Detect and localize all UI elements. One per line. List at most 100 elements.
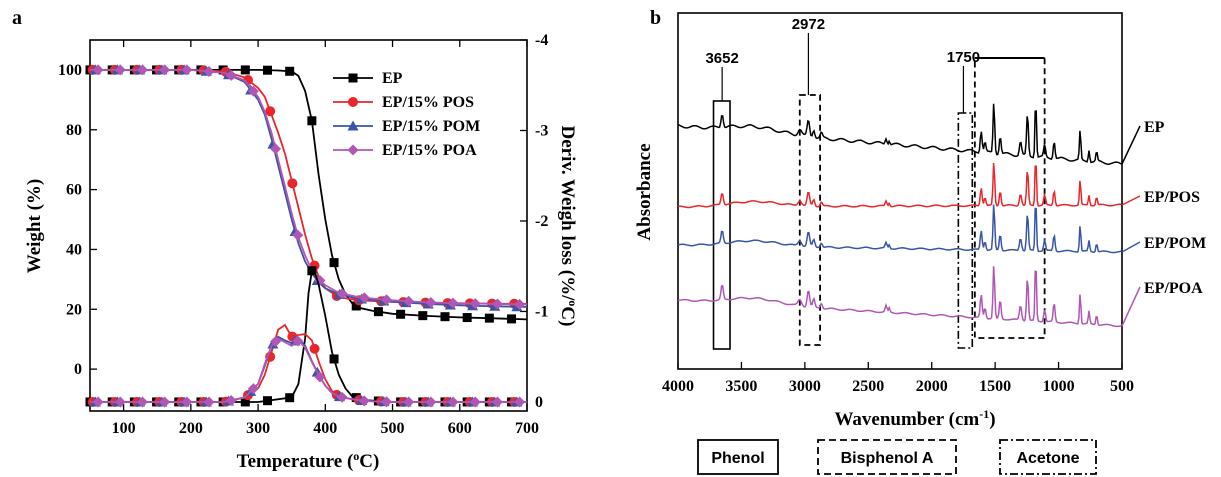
y-tick-label: 0 <box>74 361 82 378</box>
spectrum-label: EP/POA <box>1144 280 1203 297</box>
x-tick-label: 1500 <box>979 378 1011 395</box>
marker-square <box>373 307 383 317</box>
marker-diamond <box>469 396 481 408</box>
spectrum-label: EP <box>1144 119 1165 136</box>
marker-diamond <box>380 294 392 306</box>
marker-square <box>329 354 339 364</box>
marker-square <box>348 73 358 83</box>
x-tick-label: 500 <box>381 420 405 437</box>
spectrum-leader <box>1121 286 1141 327</box>
y-tick-label: 40 <box>66 241 82 258</box>
marker-diamond <box>114 396 126 408</box>
x-tick-label: 500 <box>1110 378 1134 395</box>
marker-square <box>240 65 250 75</box>
marker-diamond <box>247 383 259 395</box>
y-tick-label: 60 <box>66 182 82 199</box>
dtg-line-ep15pom <box>90 335 527 403</box>
panel-b-label: b <box>650 7 661 29</box>
marker-square <box>307 116 317 126</box>
y2-tick-label: 0 <box>535 394 543 411</box>
y-tick-label: 80 <box>66 122 82 139</box>
peak-label: 3652 <box>705 50 738 67</box>
marker-square <box>262 65 272 75</box>
dtg-line-ep15pos <box>90 323 527 403</box>
marker-circle <box>265 106 276 117</box>
marker-square <box>440 312 450 322</box>
marker-diamond <box>159 64 171 76</box>
legend-box-label: Acetone <box>1016 450 1079 467</box>
spectrum-eppom <box>677 204 1122 254</box>
peak-label: 1750 <box>947 49 980 66</box>
marker-square <box>285 66 295 76</box>
spectrum-leader <box>1121 241 1141 253</box>
marker-diamond <box>292 229 304 241</box>
marker-diamond <box>203 66 215 78</box>
phenol-box <box>712 100 731 350</box>
marker-diamond <box>159 396 171 408</box>
marker-diamond <box>514 396 526 408</box>
marker-diamond <box>114 64 126 76</box>
marker-circle <box>348 97 358 107</box>
marker-circle <box>287 178 298 189</box>
marker-square <box>484 313 494 323</box>
spectrum-eppoa <box>677 266 1122 328</box>
marker-diamond <box>347 144 359 156</box>
marker-square <box>240 397 250 407</box>
marker-triangle <box>347 120 359 131</box>
marker-circle <box>309 343 320 354</box>
spectrum-label: EP/POS <box>1144 189 1200 206</box>
marker-square <box>329 258 339 268</box>
marker-square <box>418 311 428 321</box>
spectrum-ep <box>677 103 1122 165</box>
y2-tick-label: -3 <box>535 122 548 139</box>
spectrum-leader <box>1121 125 1141 165</box>
marker-diamond <box>447 297 459 309</box>
x-tick-label: 200 <box>179 420 203 437</box>
legend-box <box>697 439 779 475</box>
legend-box-label: Bisphenol A <box>841 450 934 467</box>
legend-box-label: Phenol <box>711 450 764 467</box>
dtg-line-ep15poa <box>90 337 527 403</box>
marker-diamond <box>314 371 326 383</box>
legend-box <box>817 439 957 475</box>
y-tick-label: 100 <box>58 62 82 79</box>
marker-square <box>285 393 295 403</box>
marker-diamond <box>491 298 503 310</box>
marker-diamond <box>514 298 526 310</box>
marker-diamond <box>136 64 148 76</box>
marker-diamond <box>491 396 503 408</box>
panel-a-xlabel: Temperature (oC) <box>237 449 380 472</box>
y2-tick-label: -1 <box>535 303 548 320</box>
legend-label: EP/15% POA <box>382 142 477 159</box>
marker-diamond <box>92 396 104 408</box>
y2-tick-label: -4 <box>535 32 548 49</box>
marker-diamond <box>380 396 392 408</box>
x-tick-label: 300 <box>246 420 270 437</box>
marker-diamond <box>292 335 304 347</box>
marker-diamond <box>247 85 259 97</box>
legend-label: EP/15% POM <box>382 118 480 135</box>
marker-diamond <box>92 64 104 76</box>
marker-square <box>307 266 317 276</box>
peak-label: 2972 <box>792 16 825 33</box>
marker-square <box>351 301 361 311</box>
marker-diamond <box>447 396 459 408</box>
panel-b-ylabel: Absorbance <box>634 143 655 240</box>
marker-diamond <box>181 396 193 408</box>
marker-square <box>462 313 472 323</box>
marker-diamond <box>203 396 215 408</box>
marker-diamond <box>336 288 348 300</box>
panel-a-frame <box>89 39 528 412</box>
panel-b-xlabel: Wavenumber (cm-1) <box>834 407 995 430</box>
panel-b-frame <box>677 12 1123 370</box>
bisphenol-box <box>798 94 821 346</box>
x-tick-label: 400 <box>313 420 337 437</box>
panel-a-ylabel: Weight (%) <box>24 179 45 273</box>
panel-a-label: a <box>12 7 22 29</box>
y2-tick-label: -2 <box>535 213 548 230</box>
legend-label: EP/15% POS <box>382 94 474 111</box>
legend-label: EP <box>382 70 403 87</box>
panel-a-y2label: Deriv. Weigh loss (%/oC) <box>557 126 580 327</box>
marker-diamond <box>403 396 415 408</box>
